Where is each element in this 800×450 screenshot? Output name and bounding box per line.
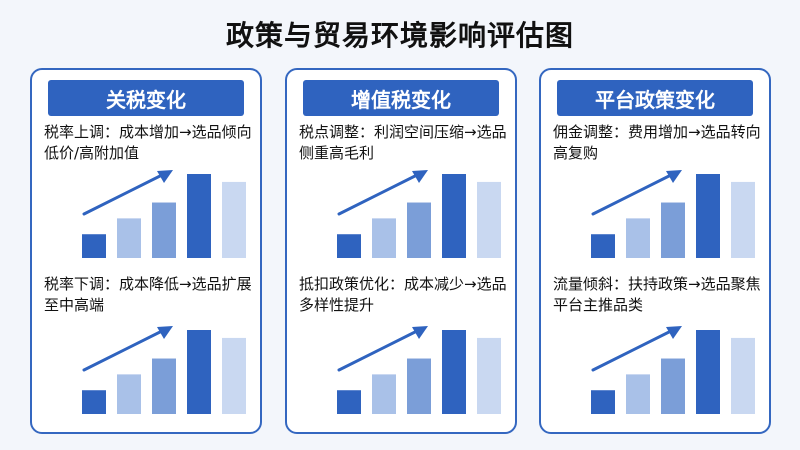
page-title: 政策与贸易环境影响评估图	[225, 19, 574, 52]
bar-5	[477, 337, 501, 414]
bar-4	[187, 174, 211, 258]
bottom-note: 抵扣政策优化：成本减少→选品多样性提升	[299, 275, 507, 314]
bar-5	[222, 337, 246, 414]
trend-arrow	[591, 170, 682, 216]
bar-3	[152, 202, 176, 258]
bar-1	[591, 234, 615, 258]
panel-platform-policy: 平台政策变化 佣金调整：费用增加→选品转向高复购 流量倾斜：扶持政策→选品聚焦平…	[539, 68, 771, 434]
bar-3	[152, 358, 176, 414]
trend-arrow	[337, 170, 428, 216]
trend-arrow	[337, 326, 428, 372]
bar-3	[407, 358, 431, 414]
panel-header: 平台政策变化	[557, 80, 753, 116]
panel-vat: 增值税变化 税点调整：利润空间压缩→选品侧重高毛利 抵扣政策优化：成本减少→选品…	[285, 68, 517, 434]
bar-5	[477, 181, 501, 258]
bar-chart	[82, 326, 246, 414]
bar-2	[117, 218, 141, 258]
bar-5	[222, 181, 246, 258]
bar-1	[591, 390, 615, 414]
bottom-note: 流量倾斜：扶持政策→选品聚焦平台主推品类	[553, 275, 761, 314]
bar-chart	[337, 326, 501, 414]
bar-2	[626, 374, 650, 414]
bar-2	[626, 218, 650, 258]
trend-arrow	[591, 326, 682, 372]
bar-1	[337, 390, 361, 414]
bar-3	[661, 202, 685, 258]
panel-tariff: 关税变化 税率上调：成本增加→选品倾向低价/高附加值 税率下调：成本降低→选品扩…	[30, 68, 262, 434]
top-note: 佣金调整：费用增加→选品转向高复购	[553, 123, 761, 162]
bar-1	[82, 390, 106, 414]
trend-arrow	[82, 326, 173, 372]
bar-chart	[591, 326, 755, 414]
bar-4	[442, 174, 466, 258]
bar-2	[117, 374, 141, 414]
bar-5	[731, 337, 755, 414]
trend-arrow	[82, 170, 173, 216]
panel-header: 关税变化	[48, 80, 244, 116]
bar-chart	[337, 170, 501, 258]
bar-2	[372, 374, 396, 414]
bar-chart	[591, 170, 755, 258]
bottom-note: 税率下调：成本降低→选品扩展至中高端	[44, 275, 252, 314]
bar-4	[696, 174, 720, 258]
bar-1	[82, 234, 106, 258]
bar-chart	[82, 170, 246, 258]
bar-4	[187, 330, 211, 414]
top-note: 税点调整：利润空间压缩→选品侧重高毛利	[299, 123, 507, 162]
panel-header: 增值税变化	[303, 80, 499, 116]
top-note: 税率上调：成本增加→选品倾向低价/高附加值	[44, 123, 252, 162]
bar-3	[661, 358, 685, 414]
bar-1	[337, 234, 361, 258]
bar-3	[407, 202, 431, 258]
bar-5	[731, 181, 755, 258]
bar-2	[372, 218, 396, 258]
bar-4	[696, 330, 720, 414]
bar-4	[442, 330, 466, 414]
